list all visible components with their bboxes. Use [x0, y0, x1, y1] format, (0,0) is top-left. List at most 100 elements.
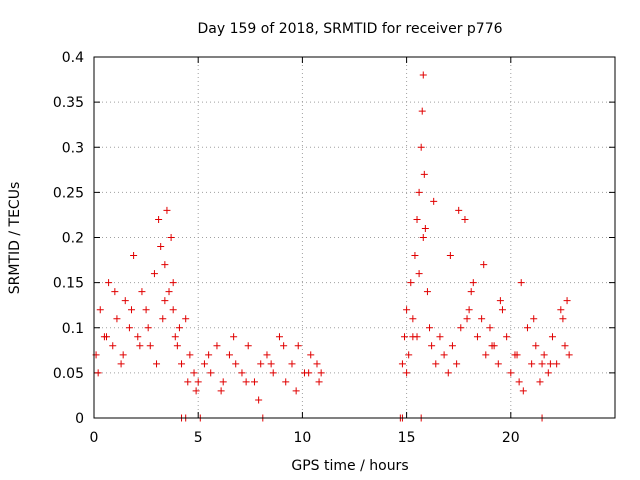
data-point	[263, 351, 271, 359]
x-tick-label: 15	[398, 430, 416, 446]
data-point	[561, 342, 569, 350]
data-point	[440, 351, 448, 359]
data-point	[473, 333, 481, 341]
y-tick-label: 0.3	[62, 140, 84, 156]
data-point	[457, 324, 465, 332]
data-point	[519, 387, 527, 395]
data-point	[190, 369, 198, 377]
data-point	[150, 270, 158, 278]
data-point	[155, 215, 163, 223]
data-point	[507, 369, 515, 377]
data-point	[184, 378, 192, 386]
data-point	[125, 324, 133, 332]
data-point	[405, 351, 413, 359]
data-point	[219, 378, 227, 386]
data-point	[446, 252, 454, 260]
data-point	[167, 234, 175, 241]
data-point	[523, 324, 531, 332]
data-point	[453, 360, 461, 368]
y-tick-label: 0.35	[53, 95, 84, 111]
y-tick-label: 0	[75, 411, 84, 427]
data-point	[144, 324, 152, 332]
data-point	[559, 315, 567, 323]
data-point	[563, 297, 571, 305]
data-point	[111, 288, 119, 296]
x-tick-labels: 0 5 10 15 20	[90, 430, 520, 446]
data-point	[313, 360, 321, 368]
x-tick-label: 10	[293, 430, 311, 446]
data-point	[415, 188, 423, 196]
data-point	[238, 369, 246, 377]
data-point	[232, 360, 240, 368]
data-point	[113, 315, 121, 323]
data-point	[515, 378, 523, 386]
data-point	[165, 288, 173, 296]
data-point	[436, 333, 444, 341]
data-point	[432, 360, 440, 368]
data-point	[280, 342, 288, 350]
data-point	[175, 324, 183, 332]
data-point	[455, 206, 463, 214]
data-point	[417, 143, 425, 151]
y-axis-label: SRMTID / TECUs	[7, 182, 23, 295]
data-point	[182, 315, 190, 323]
data-point	[307, 351, 315, 359]
data-point	[557, 306, 565, 314]
data-point	[250, 378, 258, 386]
data-point	[96, 306, 104, 314]
x-tick-label: 5	[194, 430, 203, 446]
data-point	[230, 333, 238, 341]
data-point	[517, 279, 525, 287]
data-point	[157, 243, 165, 251]
data-point	[411, 252, 419, 260]
y-tick-label: 0.15	[53, 276, 84, 292]
data-point	[103, 333, 111, 341]
data-point	[540, 351, 548, 359]
data-point	[305, 369, 313, 377]
data-point	[494, 360, 502, 368]
data-point	[267, 360, 275, 368]
data-point	[269, 369, 277, 377]
data-point	[142, 306, 150, 314]
data-point	[138, 288, 146, 296]
data-point	[421, 224, 429, 232]
data-point	[401, 333, 409, 341]
data-point	[463, 315, 471, 323]
data-point	[178, 360, 186, 368]
data-point	[403, 306, 411, 314]
data-point	[480, 261, 488, 269]
data-point	[482, 351, 490, 359]
data-point	[496, 297, 504, 305]
data-point	[418, 107, 426, 115]
data-point	[398, 360, 406, 368]
y-tick-label: 0.2	[62, 231, 84, 247]
data-point	[134, 333, 142, 341]
data-point	[565, 351, 573, 359]
data-point	[536, 378, 544, 386]
x-tick-label: 0	[90, 430, 99, 446]
data-point	[478, 315, 486, 323]
data-point	[415, 270, 423, 278]
data-points	[92, 71, 573, 422]
data-point	[448, 342, 456, 350]
data-point	[488, 342, 496, 350]
data-point	[315, 378, 323, 386]
data-point	[430, 197, 438, 205]
data-point	[294, 342, 302, 350]
data-point	[244, 342, 252, 350]
data-point	[461, 215, 469, 223]
data-point	[419, 234, 427, 241]
data-point	[503, 333, 511, 341]
data-point	[317, 369, 325, 377]
data-point	[194, 378, 202, 386]
data-point	[163, 206, 171, 214]
data-point	[153, 360, 161, 368]
data-point	[213, 342, 221, 350]
data-point	[200, 360, 208, 368]
data-point	[532, 342, 540, 350]
data-point	[159, 315, 167, 323]
chart-title: Day 159 of 2018, SRMTID for receiver p77…	[197, 21, 502, 37]
data-point	[465, 306, 473, 314]
data-point	[544, 369, 552, 377]
data-point	[513, 351, 521, 359]
